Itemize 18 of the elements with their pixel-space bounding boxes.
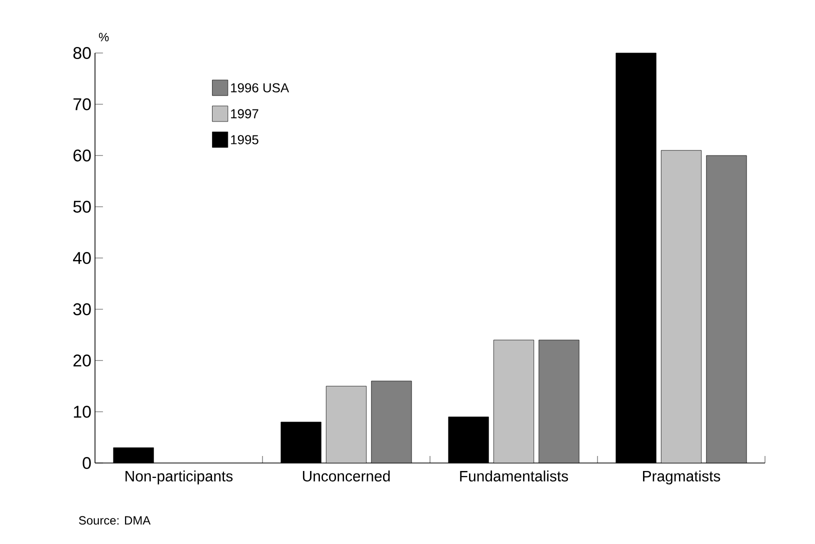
- legend-label: 1997: [231, 109, 258, 118]
- y-axis-title: %: [98, 32, 109, 42]
- x-tick-label: Fundamentalists: [460, 470, 568, 482]
- y-tick-label: 10: [74, 406, 91, 418]
- legend-label: 1996 USA: [231, 83, 290, 92]
- y-tick-label: 50: [73, 200, 91, 213]
- y-tick-label: 20: [74, 354, 91, 366]
- y-tick-label: 70: [74, 98, 91, 110]
- x-tick-label: Non-participants: [126, 470, 233, 484]
- x-tick-label: Unconcerned: [302, 470, 390, 482]
- source-note: Source: DMA: [78, 516, 151, 525]
- legend-label: 1995: [231, 135, 258, 144]
- y-tick-label: 30: [73, 303, 91, 316]
- y-tick-label: 80: [73, 47, 91, 59]
- y-tick-label: 0: [82, 457, 91, 469]
- y-tick-label: 60: [74, 150, 91, 162]
- x-tick-label: Pragmatists: [643, 470, 720, 484]
- y-tick-label: 40: [73, 252, 91, 264]
